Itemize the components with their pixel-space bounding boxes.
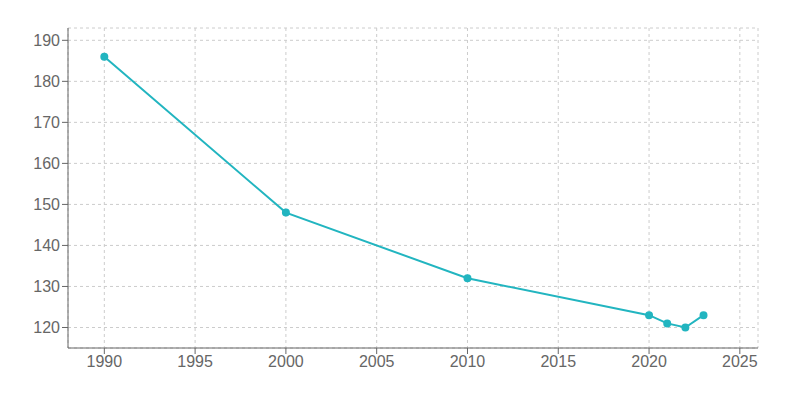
svg-text:150: 150 bbox=[33, 196, 60, 213]
svg-text:120: 120 bbox=[33, 319, 60, 336]
svg-text:180: 180 bbox=[33, 73, 60, 90]
svg-text:1995: 1995 bbox=[177, 353, 213, 370]
svg-text:140: 140 bbox=[33, 237, 60, 254]
svg-text:160: 160 bbox=[33, 155, 60, 172]
svg-text:2005: 2005 bbox=[359, 353, 395, 370]
svg-text:2000: 2000 bbox=[268, 353, 304, 370]
svg-text:2025: 2025 bbox=[722, 353, 758, 370]
svg-text:130: 130 bbox=[33, 278, 60, 295]
svg-text:170: 170 bbox=[33, 114, 60, 131]
svg-text:1990: 1990 bbox=[87, 353, 123, 370]
svg-text:2020: 2020 bbox=[631, 353, 667, 370]
svg-text:2010: 2010 bbox=[450, 353, 486, 370]
svg-text:2015: 2015 bbox=[540, 353, 576, 370]
svg-text:190: 190 bbox=[33, 32, 60, 49]
